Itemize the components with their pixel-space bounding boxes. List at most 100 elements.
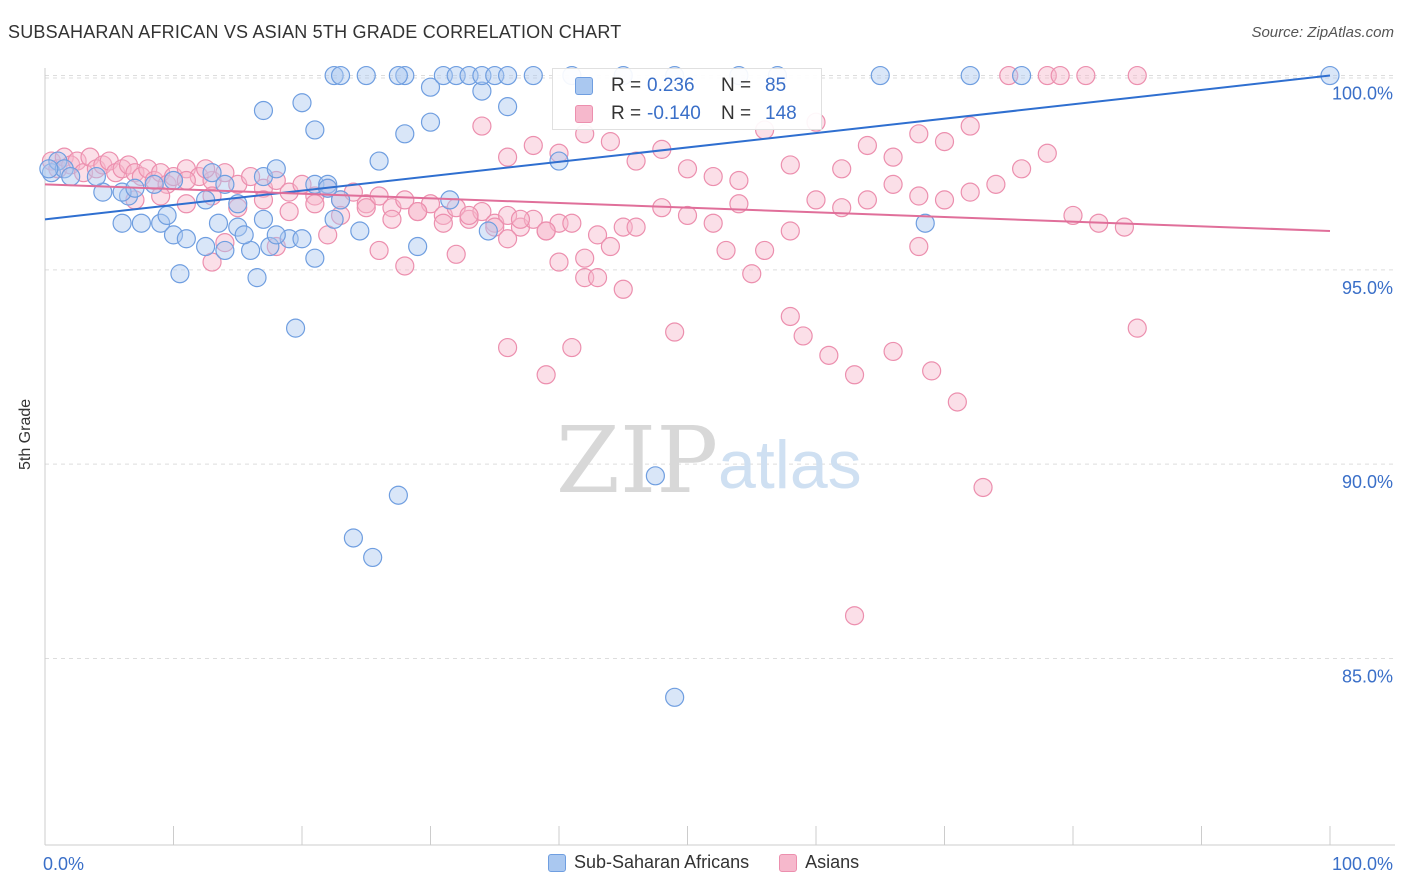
legend-item-asians[interactable]: Asians: [779, 852, 859, 873]
sub-saharan-point: [157, 205, 177, 226]
stats-box: R = 0.236 N = 85 R = -0.140 N = 148: [552, 68, 822, 130]
stats-n-value: 85: [765, 75, 787, 96]
sub-saharan-point: [215, 240, 235, 261]
legend: Sub-Saharan Africans Asians: [548, 852, 859, 873]
source-label: Source: ZipAtlas.com: [1251, 24, 1394, 41]
asian-point: [1127, 65, 1147, 86]
asian-point: [665, 322, 685, 342]
asian-point: [960, 182, 980, 202]
asian-point: [587, 225, 608, 245]
asian-point: [1076, 65, 1096, 86]
sub-saharan-point: [960, 65, 980, 86]
sub-saharan-point: [266, 225, 286, 245]
sub-saharan-point: [478, 221, 498, 241]
sub-saharan-point: [305, 248, 325, 268]
asian-point: [189, 166, 209, 187]
asian-point: [934, 190, 955, 210]
sub-saharan-point: [498, 65, 518, 86]
stats-swatch-pink: [575, 105, 593, 123]
asian-point: [844, 606, 865, 626]
sub-saharan-point: [915, 213, 935, 233]
sub-saharan-point: [292, 229, 312, 249]
asian-point: [1011, 159, 1032, 179]
asian-point: [703, 166, 723, 187]
sub-saharan-point: [234, 225, 254, 245]
asian-point: [498, 229, 518, 249]
sub-saharan-point: [228, 217, 248, 237]
sub-saharan-point: [420, 112, 441, 132]
sub-saharan-point: [196, 236, 216, 257]
sub-saharan-point: [260, 236, 280, 257]
sub-saharan-point: [305, 120, 325, 140]
asian-point: [742, 264, 762, 284]
watermark: ZIP atlas: [556, 407, 862, 514]
legend-label-pink: Asians: [805, 852, 860, 872]
asian-point: [703, 213, 723, 233]
sub-saharan-point: [39, 159, 59, 179]
sub-saharan-point: [665, 687, 685, 707]
asian-point: [909, 236, 929, 257]
stats-r-value: 0.236: [647, 75, 695, 96]
asian-point: [922, 361, 942, 381]
asians-points: [41, 65, 1147, 626]
asian-point: [433, 213, 453, 233]
sub-saharan-point: [324, 209, 344, 229]
asian-point: [498, 337, 518, 358]
sub-saharan-point: [112, 213, 132, 233]
sub-saharan-point: [363, 547, 383, 568]
asian-point: [408, 201, 428, 222]
sub-saharan-point: [61, 166, 81, 187]
sub-saharan-point: [253, 100, 274, 121]
asian-point: [356, 198, 376, 218]
y-tick-label: 95.0%: [1342, 278, 1393, 298]
legend-swatch-pink: [779, 853, 798, 872]
sub-saharan-point: [208, 213, 229, 233]
sub-saharan-point: [144, 174, 164, 194]
asian-point: [729, 170, 749, 191]
sub-saharan-point: [86, 166, 107, 187]
asian-point: [883, 341, 903, 362]
sub-saharan-point: [247, 268, 267, 288]
asian-point: [883, 147, 903, 167]
sub-saharan-point: [202, 163, 222, 183]
sub-saharan-point: [395, 65, 415, 86]
asian-point: [510, 209, 531, 229]
asian-point: [780, 155, 800, 175]
asian-point: [562, 337, 582, 358]
sub-saharan-point: [176, 229, 196, 249]
sub-saharan-point: [356, 65, 376, 86]
asian-point: [883, 174, 903, 194]
asian-point: [498, 205, 518, 226]
sub-saharan-point: [369, 151, 389, 171]
asian-point: [472, 116, 492, 136]
asian-point: [459, 205, 479, 226]
watermark-zip: ZIP: [556, 407, 718, 514]
sub-saharan-point: [292, 93, 312, 113]
sub-saharan-point: [1011, 65, 1032, 86]
asian-point: [909, 186, 929, 206]
asian-point: [1037, 143, 1057, 163]
stats-r-label: R =: [611, 75, 642, 96]
asian-point: [909, 124, 929, 144]
sub-saharan-point: [330, 65, 351, 86]
sub-saharan-point: [151, 213, 171, 233]
sub-saharan-point: [388, 65, 408, 86]
sub-saharan-point: [870, 65, 890, 86]
axes: [44, 68, 1395, 846]
asian-point: [1114, 217, 1135, 237]
stats-row-pink: R = -0.140 N = 148: [575, 102, 797, 126]
asian-point: [780, 221, 800, 241]
x-tick-label: 0.0%: [43, 854, 84, 874]
sub-saharan-point: [472, 81, 492, 101]
asian-point: [600, 132, 621, 152]
stats-r-value: -0.140: [647, 103, 701, 124]
asian-point: [472, 201, 492, 222]
asian-point: [151, 186, 171, 206]
chart-title: SUBSAHARAN AFRICAN VS ASIAN 5TH GRADE CO…: [8, 22, 622, 42]
sub-saharan-point: [285, 318, 306, 338]
sub-saharan-point: [131, 213, 151, 233]
sub-saharan-point: [253, 209, 274, 229]
legend-item-sub-saharan[interactable]: Sub-Saharan Africans: [548, 852, 749, 873]
asian-point: [819, 345, 839, 365]
sub-saharan-point: [498, 97, 518, 117]
